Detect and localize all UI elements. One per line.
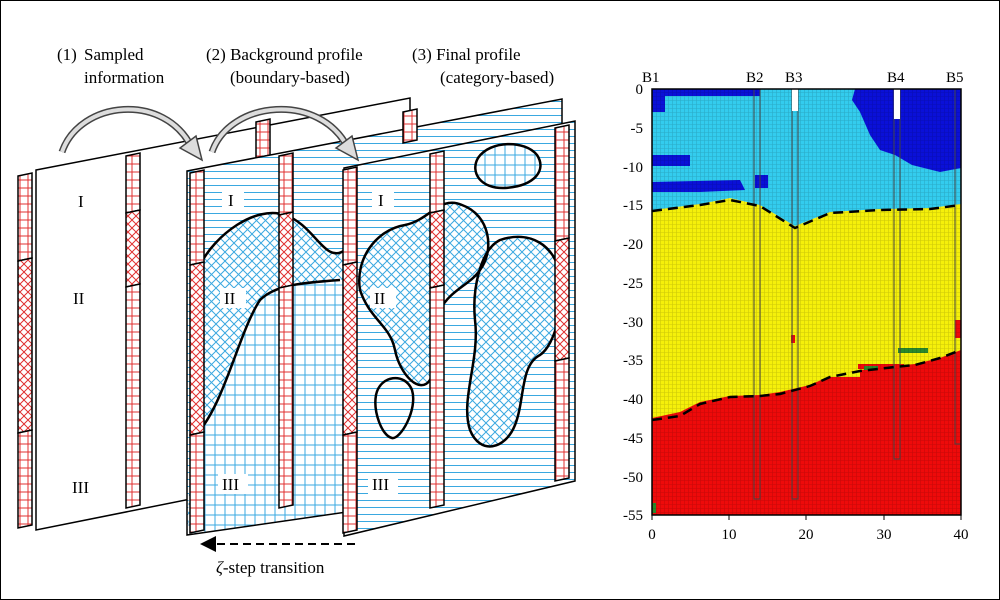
borehole-label-b2: B2 (746, 70, 764, 86)
borehole-column-middle (125, 152, 141, 509)
borehole-column-left (342, 166, 358, 534)
transition-label: ζ-step transition (216, 558, 325, 577)
step3-title-line1: (3) Final profile (412, 45, 521, 64)
y-tick-20: -20 (623, 237, 643, 253)
sheet-final-profile: I II III (342, 120, 576, 537)
transition-text: -step transition (223, 558, 325, 577)
x-tick-10: 10 (722, 527, 737, 543)
step-arrow-1 (58, 105, 204, 162)
step2-title-line2: (boundary-based) (230, 68, 350, 87)
x-axis: 0 10 20 30 40 (648, 515, 969, 543)
borehole-column-left (189, 169, 205, 534)
x-tick-30: 30 (877, 527, 892, 543)
layer-label-2: II (73, 289, 85, 308)
x-tick-40: 40 (954, 527, 969, 543)
borehole-label-b1: B1 (642, 70, 660, 86)
step1-number: (1) (57, 45, 77, 64)
transition-zeta: ζ (216, 558, 224, 577)
y-tick-0: 0 (636, 82, 644, 98)
y-tick-25: -25 (623, 276, 643, 292)
cross-section-map (651, 88, 962, 516)
y-tick-5: -5 (631, 121, 644, 137)
x-tick-20: 20 (799, 527, 814, 543)
y-tick-45: -45 (623, 431, 643, 447)
y-tick-35: -35 (623, 353, 643, 369)
borehole-column-back (255, 118, 271, 159)
borehole-b3-gap (792, 89, 798, 111)
borehole-labels: B1 B2 B3 B4 B5 (642, 70, 964, 86)
y-axis: 0 -5 -10 -15 -20 -25 -30 -35 -40 -45 -50… (623, 82, 643, 524)
borehole-label-b4: B4 (887, 70, 905, 86)
step-arrow-2 (208, 105, 360, 162)
borehole-label-b5: B5 (946, 70, 964, 86)
grid-overlay (652, 89, 961, 515)
y-tick-15: -15 (623, 198, 643, 214)
y-tick-30: -30 (623, 315, 643, 331)
layer-label-1: I (378, 191, 384, 210)
layer-label-3: III (222, 475, 239, 494)
layer-label-2: II (224, 289, 236, 308)
borehole-column-right (554, 124, 570, 482)
y-tick-10: -10 (623, 160, 643, 176)
borehole-column-back (402, 108, 418, 144)
borehole-column-middle (278, 152, 294, 509)
lower-interface-line (651, 348, 962, 422)
borehole-column-left (17, 172, 33, 529)
step1-title-line2: information (84, 68, 165, 87)
layer-label-1: I (228, 191, 234, 210)
upper-interface-line (651, 198, 962, 230)
step2-title-line1: (2) Background profile (206, 45, 363, 64)
layer-label-1: I (78, 192, 84, 211)
y-tick-40: -40 (623, 392, 643, 408)
step3-title-line2: (category-based) (440, 68, 554, 87)
layer-label-2: II (374, 289, 386, 308)
y-tick-50: -50 (623, 470, 643, 486)
borehole-b4-gap (894, 89, 900, 119)
layer-label-3: III (372, 475, 389, 494)
x-tick-0: 0 (648, 527, 656, 543)
borehole-column-middle (429, 150, 445, 509)
layer-label-3: III (72, 478, 89, 497)
y-tick-55: -55 (623, 508, 643, 524)
step1-title-line1: Sampled (84, 45, 144, 64)
borehole-label-b3: B3 (785, 70, 803, 86)
